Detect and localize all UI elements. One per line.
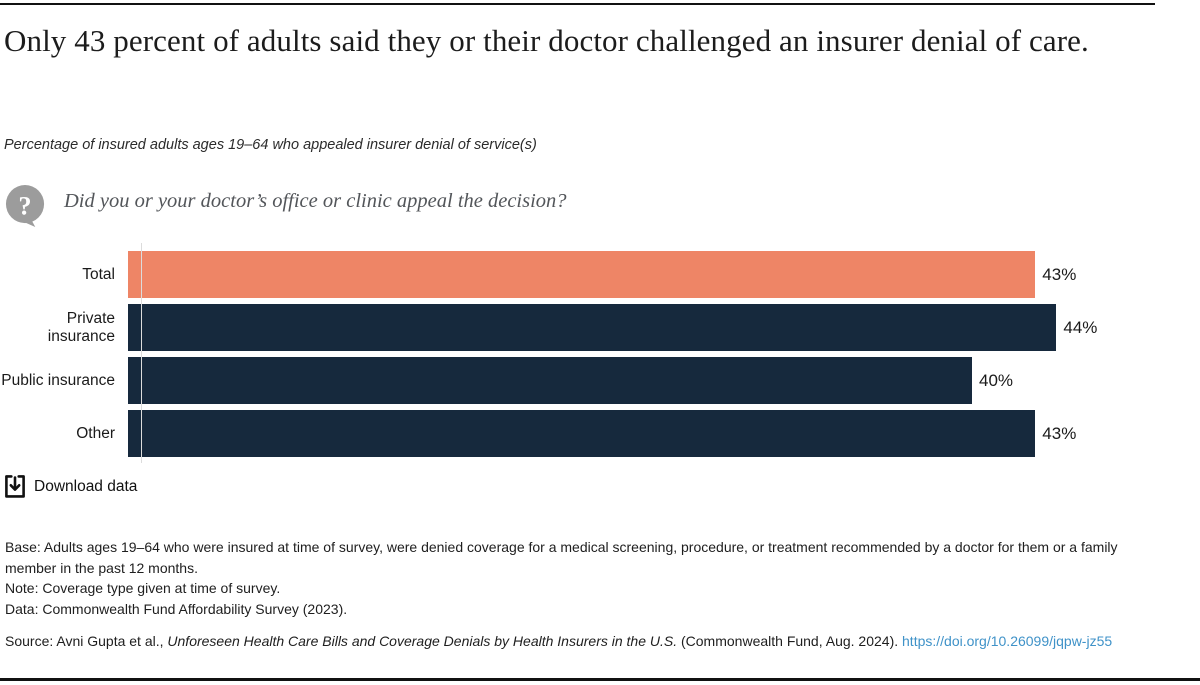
bar-total: [128, 251, 1036, 298]
download-data-button[interactable]: Download data: [5, 475, 137, 498]
footnotes: Base: Adults ages 19–64 who were insured…: [5, 537, 1157, 619]
source-prefix: Source: Avni Gupta et al.,: [5, 633, 168, 649]
chart-row: Other 43%: [0, 410, 1200, 457]
source-line: Source: Avni Gupta et al., Unforeseen He…: [5, 633, 1185, 649]
bar-chart: Total 43% Private insurance 44% Public insur…: [0, 243, 1200, 463]
bar-category-label: Public insurance: [1, 371, 115, 389]
bar-other: [128, 410, 1036, 457]
bottom-divider: [0, 678, 1200, 681]
download-label: Download data: [34, 477, 138, 495]
bar-private-insurance: [128, 304, 1057, 351]
bar-value-label: 40%: [979, 370, 1014, 390]
survey-question-text: Did you or your doctor’s office or clini…: [64, 189, 567, 212]
source-doi-link[interactable]: https://doi.org/10.26099/jqpw-jz55: [902, 633, 1113, 649]
bar-area: 43%: [128, 251, 1076, 298]
bar-area: 43%: [128, 410, 1076, 457]
question-bubble-icon: ?: [5, 184, 45, 228]
bar-area: 40%: [128, 357, 1013, 404]
bar-category-label: Private insurance: [47, 309, 115, 345]
footnote-base: Base: Adults ages 19–64 who were insured…: [5, 539, 1118, 576]
download-icon: [5, 475, 25, 498]
chart-row: Public insurance 40%: [0, 357, 1200, 404]
bar-public-insurance: [128, 357, 972, 404]
chart-row: Total 43%: [0, 251, 1200, 298]
source-suffix: (Commonwealth Fund, Aug. 2024).: [677, 633, 903, 649]
bar-category-label: Other: [76, 424, 115, 442]
top-divider: [0, 3, 1155, 5]
bar-chart-rows: Total 43% Private insurance 44% Public insur…: [0, 243, 1200, 457]
footnote-note: Note: Coverage type given at time of sur…: [5, 580, 281, 596]
chart-subtitle: Percentage of insured adults ages 19–64 …: [4, 137, 537, 153]
bar-area: 44%: [128, 304, 1097, 351]
chart-row: Private insurance 44%: [0, 304, 1200, 351]
footnote-data: Data: Commonwealth Fund Affordability Su…: [5, 600, 348, 617]
chart-axis-line: [141, 243, 142, 463]
bar-value-label: 43%: [1042, 264, 1077, 284]
bar-value-label: 43%: [1042, 423, 1077, 443]
source-report-title: Unforeseen Health Care Bills and Coverag…: [167, 633, 678, 649]
bar-category-label: Total: [82, 265, 115, 283]
survey-question-row: ? Did you or your doctor’s office or cli…: [4, 183, 567, 229]
page-title: Only 43 percent of adults said they or t…: [4, 23, 1089, 58]
svg-text:?: ?: [18, 191, 31, 221]
bar-value-label: 44%: [1063, 317, 1098, 337]
